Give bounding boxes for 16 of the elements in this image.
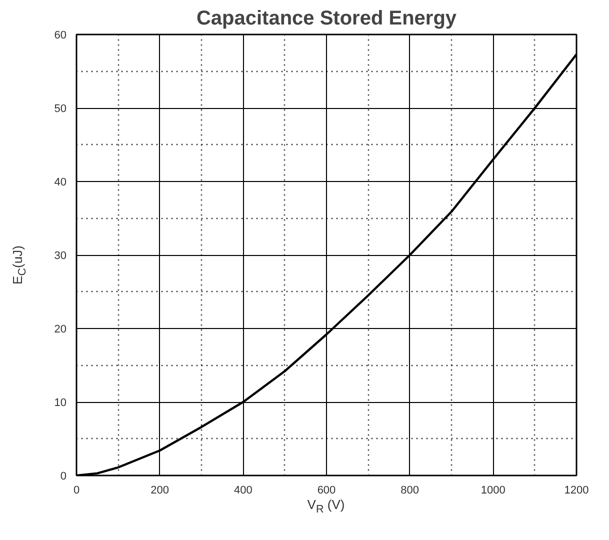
x-tick-label: 1000	[480, 484, 506, 496]
y-tick-label: 0	[60, 470, 67, 482]
y-tick-label: 40	[54, 176, 67, 188]
y-tick-label: 20	[54, 324, 67, 336]
x-tick-label: 0	[73, 484, 80, 496]
chart-title: Capacitance Stored Energy	[196, 8, 458, 30]
x-tick-label: 200	[150, 484, 170, 496]
y-tick-label: 30	[54, 250, 67, 262]
y-tick-label: 50	[54, 103, 67, 115]
x-tick-label: 400	[234, 484, 252, 496]
y-tick-label: 60	[54, 30, 67, 42]
x-tick-label: 600	[317, 484, 336, 496]
x-tick-label: 800	[400, 484, 420, 496]
x-tick-label: 1200	[564, 484, 589, 496]
x-axis-title: V$_{R}$ (V)	[306, 496, 346, 518]
y-tick-label: 10	[54, 397, 67, 409]
